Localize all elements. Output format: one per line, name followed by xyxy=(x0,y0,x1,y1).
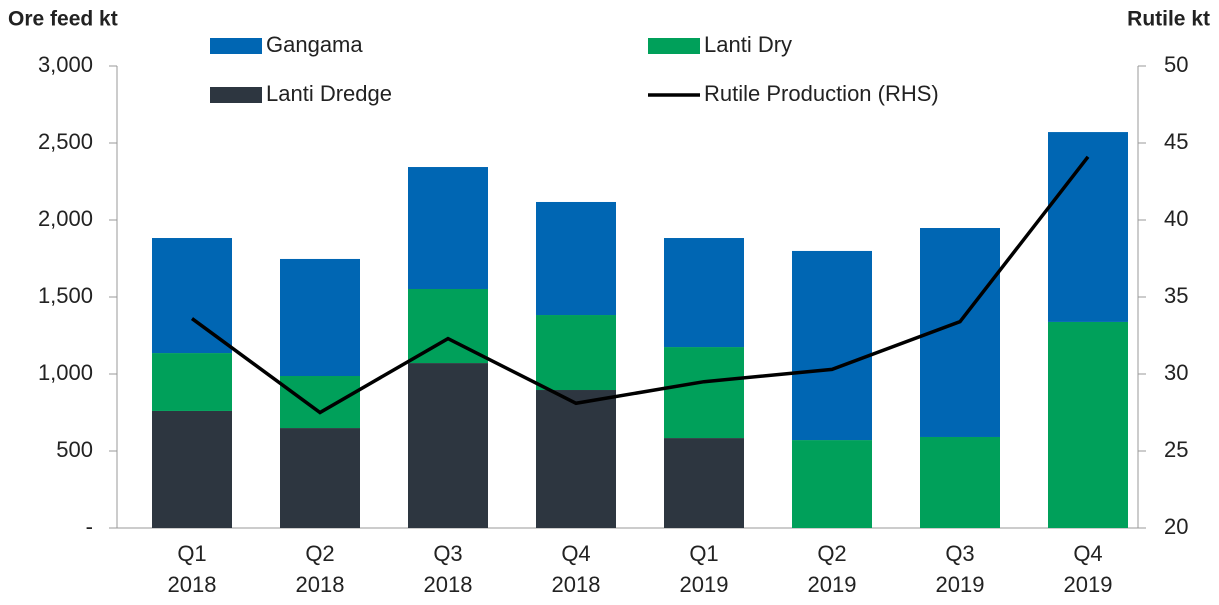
x-tick-label: 2019 xyxy=(680,572,729,597)
x-tick-label: Q2 xyxy=(817,541,846,566)
legend-swatch xyxy=(210,87,262,103)
x-tick-label: 2018 xyxy=(168,572,217,597)
y2-tick-label: 50 xyxy=(1164,52,1188,77)
bar-segment xyxy=(792,250,872,441)
legend-label: Lanti Dredge xyxy=(266,81,392,106)
x-tick-label: 2019 xyxy=(936,572,985,597)
y-tick-label: 500 xyxy=(56,437,93,462)
x-tick-label: 2019 xyxy=(1064,572,1113,597)
bar-segment xyxy=(408,167,488,289)
y2-tick-label: 20 xyxy=(1164,514,1188,539)
bar-segment xyxy=(664,238,744,348)
bar-segment xyxy=(408,363,488,528)
x-tick-label: Q3 xyxy=(945,541,974,566)
y2-tick-label: 35 xyxy=(1164,283,1188,308)
bar-segment xyxy=(280,428,360,528)
line-series xyxy=(190,155,1090,415)
bar-segment xyxy=(280,376,360,429)
x-tick-label: Q1 xyxy=(689,541,718,566)
y-tick-label: 1,500 xyxy=(38,283,93,308)
legend-label: Rutile Production (RHS) xyxy=(704,81,939,106)
y-tick-label: 2,000 xyxy=(38,206,93,231)
y2-tick-label: 30 xyxy=(1164,360,1188,385)
bar-segment xyxy=(1048,321,1128,528)
x-tick-label: 2018 xyxy=(296,572,345,597)
bar-segment xyxy=(664,347,744,439)
x-tick-label: Q3 xyxy=(433,541,462,566)
legend-label: Lanti Dry xyxy=(704,32,792,57)
y2-axis-title: Rutile kt xyxy=(1127,8,1210,31)
x-tick-label: Q4 xyxy=(1073,541,1102,566)
bar-segment xyxy=(152,353,232,411)
x-tick-label: 2018 xyxy=(424,572,473,597)
y-tick-label: 2,500 xyxy=(38,129,93,154)
bar-segment xyxy=(152,238,232,354)
bar-segment xyxy=(152,410,232,528)
y2-tick-label: 40 xyxy=(1164,206,1188,231)
bar-segment xyxy=(664,438,744,528)
x-tick-label: Q1 xyxy=(177,541,206,566)
y2-tick-label: 45 xyxy=(1164,129,1188,154)
y-tick-label: 3,000 xyxy=(38,52,93,77)
bar-segment xyxy=(536,201,616,316)
legend-swatch xyxy=(210,38,262,54)
y-tick-label: - xyxy=(86,514,93,539)
x-tick-label: Q4 xyxy=(561,541,590,566)
x-tick-label: 2019 xyxy=(808,572,857,597)
bar-segment xyxy=(792,440,872,528)
bar-segment xyxy=(536,315,616,391)
y2-tick-label: 25 xyxy=(1164,437,1188,462)
bar-segment xyxy=(280,258,360,377)
x-tick-label: 2018 xyxy=(552,572,601,597)
y-axis-title: Ore feed kt xyxy=(8,8,118,31)
x-tick-label: Q2 xyxy=(305,541,334,566)
y-tick-label: 1,000 xyxy=(38,360,93,385)
bar-segment xyxy=(920,436,1000,528)
bar-segment xyxy=(1048,132,1128,322)
legend-swatch xyxy=(648,38,700,54)
bar-segment xyxy=(536,390,616,528)
legend-label: Gangama xyxy=(266,32,363,57)
